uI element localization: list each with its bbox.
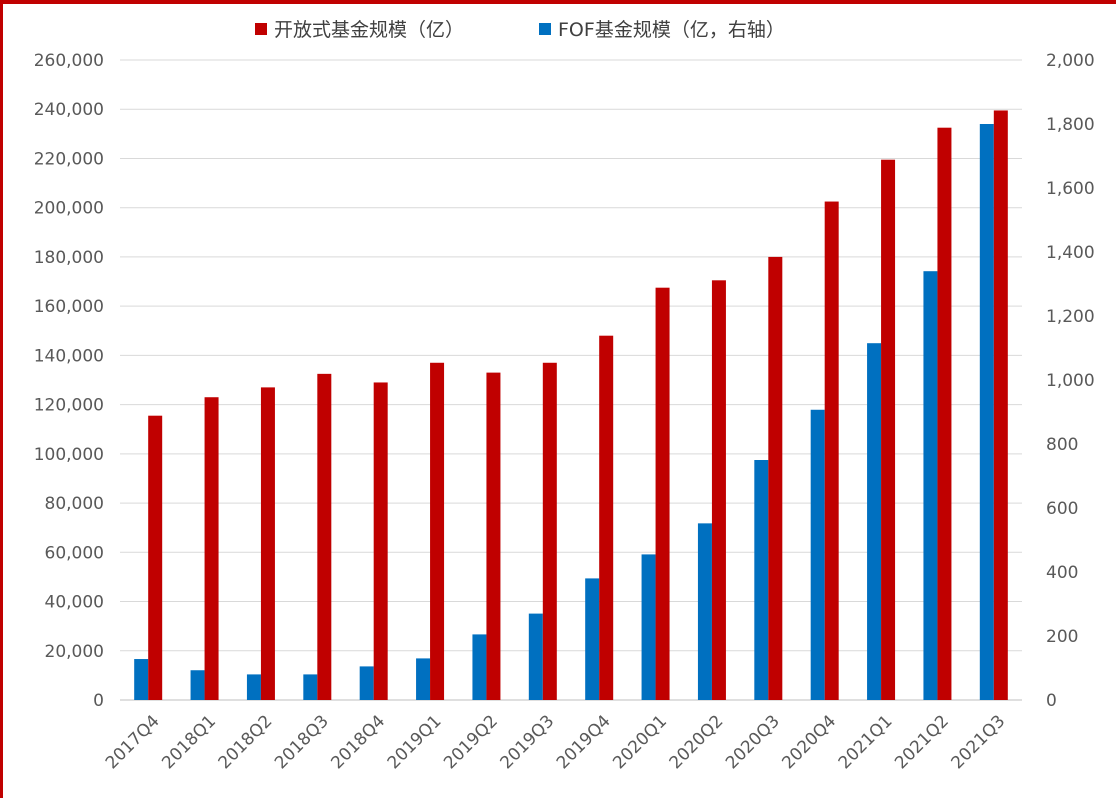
bar-open-fund-2019Q3 bbox=[542, 362, 557, 700]
y-left-tick-label: 260,000 bbox=[34, 51, 104, 71]
x-tick-label: 2019Q2 bbox=[440, 711, 502, 773]
bar-open-fund-2020Q3 bbox=[768, 256, 783, 700]
left-axis: 0 20,000 40,000 60,000 80,000 100,000 120,000 1… bbox=[34, 51, 104, 711]
bar-open-fund-2021Q2 bbox=[937, 127, 952, 700]
bar-fof-2017Q4 bbox=[134, 659, 149, 700]
x-tick-label: 2019Q4 bbox=[553, 711, 615, 773]
bar-fof-2018Q1 bbox=[190, 670, 205, 700]
bar-open-fund-2017Q4 bbox=[148, 415, 163, 700]
bars-group bbox=[134, 110, 1008, 701]
x-tick-label: 2020Q2 bbox=[666, 711, 728, 773]
right-axis: 0 200 400 600 800 1,000 1,200 1,400 1,600 1,800 2,… bbox=[1046, 51, 1095, 711]
x-tick-label: 2018Q3 bbox=[271, 711, 333, 773]
x-tick-label: 2018Q1 bbox=[158, 711, 220, 773]
bar-open-fund-2021Q1 bbox=[881, 159, 896, 700]
top-border bbox=[0, 0, 1116, 4]
y-right-tick-label: 800 bbox=[1046, 435, 1078, 455]
legend-label-open-fund: 开放式基金规模（亿） bbox=[274, 19, 464, 41]
y-left-tick-label: 80,000 bbox=[45, 494, 104, 514]
x-tick-label: 2019Q1 bbox=[384, 711, 446, 773]
y-right-tick-label: 1,000 bbox=[1046, 371, 1095, 391]
y-left-tick-label: 240,000 bbox=[34, 100, 104, 120]
bar-fof-2020Q4 bbox=[810, 409, 825, 700]
bar-open-fund-2019Q4 bbox=[599, 335, 614, 700]
legend-swatch-open-fund bbox=[255, 23, 267, 35]
bar-fof-2019Q1 bbox=[416, 658, 431, 700]
y-left-tick-label: 220,000 bbox=[34, 149, 104, 169]
x-tick-label: 2021Q3 bbox=[947, 711, 1009, 773]
bar-open-fund-2018Q3 bbox=[317, 373, 332, 700]
y-left-tick-label: 100,000 bbox=[34, 445, 104, 465]
left-border bbox=[0, 0, 3, 798]
x-tick-label: 2018Q2 bbox=[215, 711, 277, 773]
y-right-tick-label: 2,000 bbox=[1046, 51, 1095, 71]
y-right-tick-label: 0 bbox=[1046, 691, 1057, 711]
legend-label-fof: FOF基金规模（亿，右轴） bbox=[558, 19, 785, 41]
bar-fof-2018Q4 bbox=[359, 666, 374, 700]
y-left-tick-label: 200,000 bbox=[34, 199, 104, 219]
bar-fof-2021Q1 bbox=[867, 343, 882, 700]
y-left-tick-label: 0 bbox=[93, 691, 104, 711]
legend: 开放式基金规模（亿） FOF基金规模（亿，右轴） bbox=[255, 19, 785, 41]
bar-open-fund-2021Q3 bbox=[993, 110, 1008, 700]
y-left-tick-label: 40,000 bbox=[45, 593, 104, 613]
y-right-tick-label: 400 bbox=[1046, 563, 1078, 583]
bar-open-fund-2018Q2 bbox=[260, 387, 275, 700]
y-left-tick-label: 20,000 bbox=[45, 642, 104, 662]
x-tick-label: 2020Q1 bbox=[609, 711, 671, 773]
x-tick-label: 2021Q2 bbox=[891, 711, 953, 773]
bar-fof-2018Q2 bbox=[246, 674, 261, 700]
x-tick-label: 2020Q3 bbox=[722, 711, 784, 773]
bar-fof-2021Q3 bbox=[979, 124, 994, 700]
x-tick-label: 2017Q4 bbox=[102, 711, 164, 773]
legend-swatch-fof bbox=[539, 23, 551, 35]
y-left-tick-label: 120,000 bbox=[34, 396, 104, 416]
y-right-tick-label: 200 bbox=[1046, 627, 1078, 647]
bar-fof-2021Q2 bbox=[923, 271, 938, 700]
bar-open-fund-2020Q4 bbox=[824, 201, 839, 701]
bar-fof-2020Q2 bbox=[697, 523, 712, 700]
bar-fof-2019Q4 bbox=[585, 578, 600, 700]
bar-fof-2019Q2 bbox=[472, 634, 487, 700]
bar-fof-2020Q3 bbox=[754, 460, 769, 700]
y-left-tick-label: 160,000 bbox=[34, 297, 104, 317]
y-right-tick-label: 1,600 bbox=[1046, 179, 1095, 199]
bar-fof-2019Q3 bbox=[528, 613, 543, 700]
bar-open-fund-2019Q1 bbox=[430, 362, 445, 700]
bar-open-fund-2020Q2 bbox=[711, 280, 726, 700]
y-right-tick-label: 1,200 bbox=[1046, 307, 1095, 327]
y-right-tick-label: 600 bbox=[1046, 499, 1078, 519]
y-left-tick-label: 140,000 bbox=[34, 346, 104, 366]
y-left-tick-label: 60,000 bbox=[45, 543, 104, 563]
bar-fof-2018Q3 bbox=[303, 674, 318, 700]
x-axis: 2017Q42018Q12018Q22018Q32018Q42019Q12019… bbox=[102, 711, 1009, 773]
x-tick-label: 2021Q1 bbox=[835, 711, 897, 773]
x-tick-label: 2019Q3 bbox=[496, 711, 558, 773]
y-right-tick-label: 1,800 bbox=[1046, 115, 1095, 135]
bar-open-fund-2018Q1 bbox=[204, 397, 219, 700]
x-tick-label: 2020Q4 bbox=[778, 711, 840, 773]
y-right-tick-label: 1,400 bbox=[1046, 243, 1095, 263]
y-left-tick-label: 180,000 bbox=[34, 248, 104, 268]
bar-fof-2020Q1 bbox=[641, 554, 656, 700]
bar-open-fund-2020Q1 bbox=[655, 287, 670, 700]
x-tick-label: 2018Q4 bbox=[327, 711, 389, 773]
bar-open-fund-2018Q4 bbox=[373, 382, 388, 700]
bar-open-fund-2019Q2 bbox=[486, 372, 501, 700]
